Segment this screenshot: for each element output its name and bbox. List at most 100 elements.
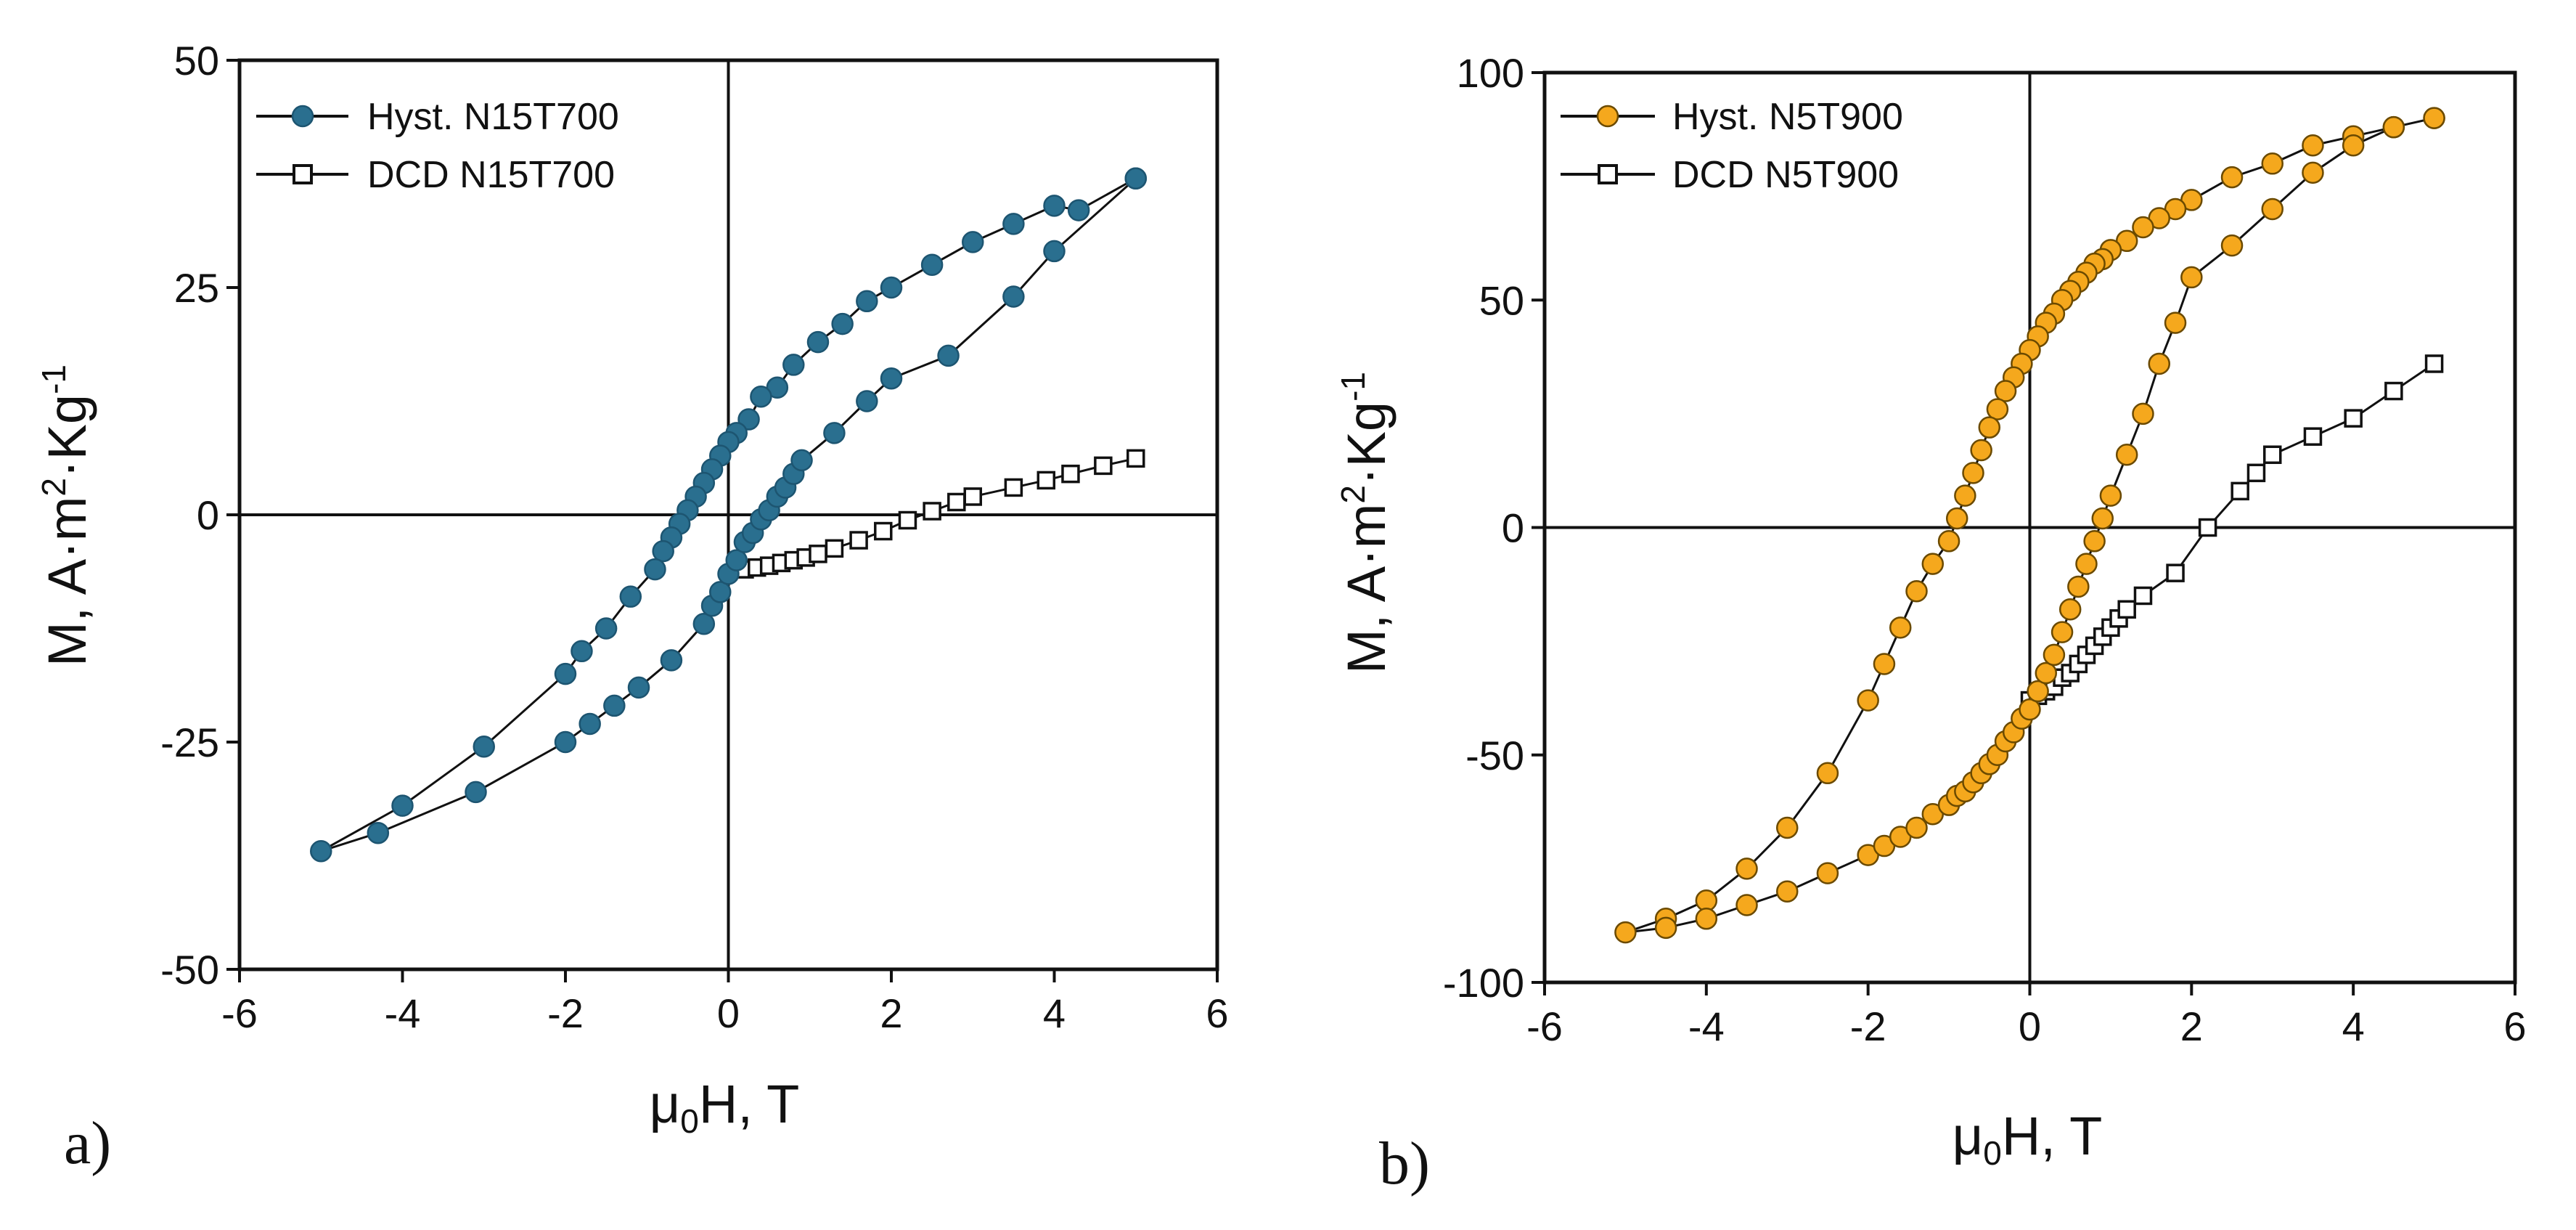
hyst-point <box>2261 152 2283 175</box>
dcd-point <box>923 502 941 521</box>
hyst-point <box>2083 530 2106 553</box>
dcd-point <box>1036 471 1056 490</box>
hyst-point <box>660 649 683 672</box>
hyst-point <box>1970 439 1992 462</box>
panel-b-x-axis-title: μ0H, T <box>1953 1106 2103 1172</box>
x-tick-label: 4 <box>1043 990 1066 1036</box>
hyst-point <box>2164 311 2187 334</box>
hyst-point <box>571 640 593 663</box>
hyst-point <box>594 617 618 640</box>
legend-dcd-label: DCD N5T900 <box>1672 154 1899 196</box>
panel-a-legend: Hyst. N15T700 DCD N15T700 <box>256 96 619 196</box>
hyst-point <box>1124 167 1147 190</box>
dcd-point <box>1004 478 1023 497</box>
dcd-point <box>2246 463 2266 483</box>
hyst-point <box>652 539 674 563</box>
dcd-point <box>2303 427 2323 446</box>
legend-hyst-label: Hyst. N5T900 <box>1672 96 1903 138</box>
hyst-point <box>831 312 854 335</box>
hyst-point <box>1873 653 1896 675</box>
hyst-point <box>2019 698 2041 721</box>
panel-a-x-axis-title: μ0H, T <box>650 1074 800 1140</box>
hyst-point <box>367 821 390 844</box>
hyst-point <box>1945 507 1968 530</box>
panel-b-label: b) <box>1379 1130 1430 1197</box>
dcd-point <box>2166 563 2185 582</box>
hyst-point <box>627 676 650 699</box>
hyst-point <box>920 253 944 276</box>
hyst-point <box>578 712 601 736</box>
hyst-point <box>2043 643 2066 667</box>
y-tick-label: 50 <box>174 38 219 84</box>
dcd-point <box>809 545 827 563</box>
dcd-point <box>2133 586 2153 606</box>
hyst-point <box>465 781 487 804</box>
hyst-point <box>1735 894 1758 916</box>
hyst-point <box>2132 216 2154 239</box>
x-tick-label: -6 <box>221 990 258 1036</box>
panel-b: -6 -4 -2 0 2 4 6 -100 -50 0 50 100 Hyst. N5T900 DCD… <box>1334 50 2527 1197</box>
y-tick-label: 100 <box>1457 50 1524 96</box>
hyst-point <box>709 581 732 603</box>
dcd-point <box>849 531 868 550</box>
dcd-point <box>2263 445 2282 465</box>
x-tick-label: -2 <box>1850 1003 1886 1049</box>
hyst-point <box>1978 416 2001 439</box>
hyst-point <box>1654 916 1677 940</box>
panel-a-plot-area <box>240 60 1217 969</box>
panel-b-ticks: -6 -4 -2 0 2 4 6 -100 -50 0 50 100 <box>1443 50 2527 1049</box>
dcd-point <box>2198 518 2217 537</box>
x-tick-label: 0 <box>2019 1003 2041 1049</box>
x-tick-label: 2 <box>2180 1003 2203 1049</box>
hyst-point <box>1905 816 1928 839</box>
legend-hyst-marker <box>291 105 314 128</box>
panel-b-y-axis-title: M, A·m2·Kg-1 <box>1334 372 1397 674</box>
hyst-point <box>880 276 903 299</box>
hyst-point <box>2302 134 2324 157</box>
panel-a: -6 -4 -2 0 2 4 6 -50 -25 0 25 50 Hyst. N15T700 DCD … <box>35 38 1229 1177</box>
panel-b-plot-area <box>1545 73 2515 982</box>
hyst-point <box>1986 398 2009 420</box>
hyst-point <box>737 408 760 431</box>
hyst-point <box>790 449 813 472</box>
hyst-point <box>1002 285 1025 308</box>
hyst-point <box>2342 134 2365 157</box>
hyst-point <box>1614 921 1637 944</box>
hyst-point <box>1695 908 1718 930</box>
x-tick-label: -4 <box>385 990 421 1036</box>
panel-a-y-axis-title: M, A·m2·Kg-1 <box>35 364 97 667</box>
hyst-point <box>1776 880 1799 903</box>
dcd-point <box>1061 464 1080 484</box>
legend-dcd-marker <box>1598 164 1618 184</box>
y-tick-label: 50 <box>1479 277 1524 323</box>
x-tick-label: 4 <box>2342 1003 2365 1049</box>
hyst-point <box>1735 858 1758 880</box>
hyst-point <box>554 730 577 754</box>
hyst-point <box>2423 107 2445 129</box>
hyst-point <box>2050 621 2074 643</box>
x-tick-label: 6 <box>2503 1003 2526 1049</box>
hyst-point <box>603 694 626 717</box>
hyst-point <box>750 385 772 408</box>
legend-hyst-marker <box>1596 105 1619 128</box>
hyst-point <box>1043 195 1066 217</box>
hyst-point <box>962 231 984 253</box>
legend-dcd-marker <box>293 164 313 184</box>
hyst-point <box>2035 661 2058 685</box>
hyst-point <box>1816 762 1839 785</box>
hyst-point <box>1857 689 1879 712</box>
hyst-point <box>856 390 878 412</box>
hyst-point <box>725 549 748 571</box>
hyst-point <box>473 736 495 758</box>
y-tick-label: -50 <box>1465 733 1524 778</box>
dcd-point <box>2117 600 2136 619</box>
hyst-point <box>554 662 577 685</box>
hyst-point <box>391 794 414 817</box>
dcd-point <box>1127 449 1145 468</box>
hyst-point <box>2067 575 2090 598</box>
legend-hyst-label: Hyst. N15T700 <box>367 96 619 138</box>
hyst-point <box>2058 598 2082 621</box>
dcd-point <box>898 510 917 530</box>
dcd-point <box>2424 354 2444 373</box>
